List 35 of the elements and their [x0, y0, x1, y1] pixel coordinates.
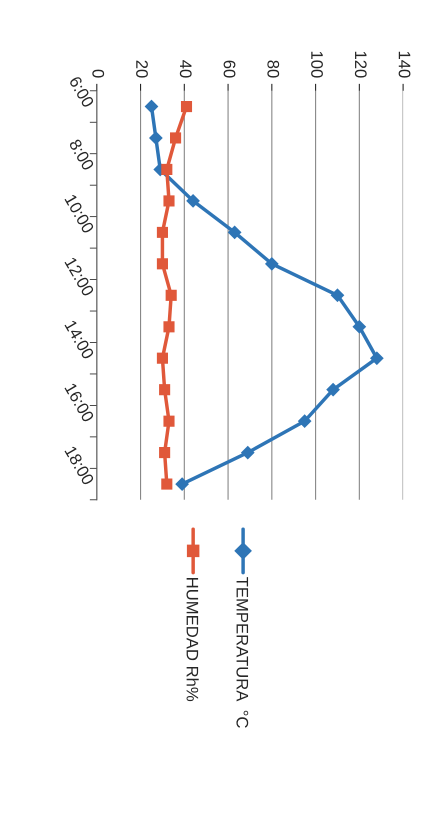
- x-tick-label: 100: [311, 52, 323, 78]
- point: [170, 132, 182, 144]
- point: [326, 383, 340, 396]
- point: [166, 290, 177, 301]
- point: [352, 320, 366, 334]
- x-tick-label: 80: [267, 60, 280, 78]
- point: [163, 416, 175, 427]
- x-tick-label: 40: [180, 60, 192, 78]
- point: [265, 257, 278, 270]
- x-tick-label: 20: [136, 60, 148, 78]
- point: [156, 226, 168, 238]
- point: [180, 100, 192, 112]
- point: [149, 131, 162, 145]
- point: [161, 478, 172, 490]
- point: [159, 384, 170, 396]
- legend-label: TEMPERATURA °C: [236, 577, 248, 728]
- point: [156, 352, 168, 364]
- point: [161, 164, 172, 176]
- point: [370, 352, 384, 365]
- x-tick-label: 140: [398, 52, 410, 78]
- text: HUMEDAD Rh%: [186, 578, 199, 702]
- point: [163, 321, 175, 332]
- point: [298, 414, 312, 428]
- point: [144, 100, 158, 114]
- point: [159, 447, 170, 458]
- point: [330, 288, 344, 302]
- point: [163, 195, 175, 206]
- point: [176, 477, 189, 491]
- point: [228, 226, 242, 239]
- point: [186, 194, 200, 208]
- x-tick-label: 120: [354, 52, 367, 78]
- point: [241, 446, 254, 460]
- x-tick-label: 60: [224, 60, 236, 78]
- point: [156, 258, 168, 270]
- x-tick-label: 0: [92, 70, 104, 78]
